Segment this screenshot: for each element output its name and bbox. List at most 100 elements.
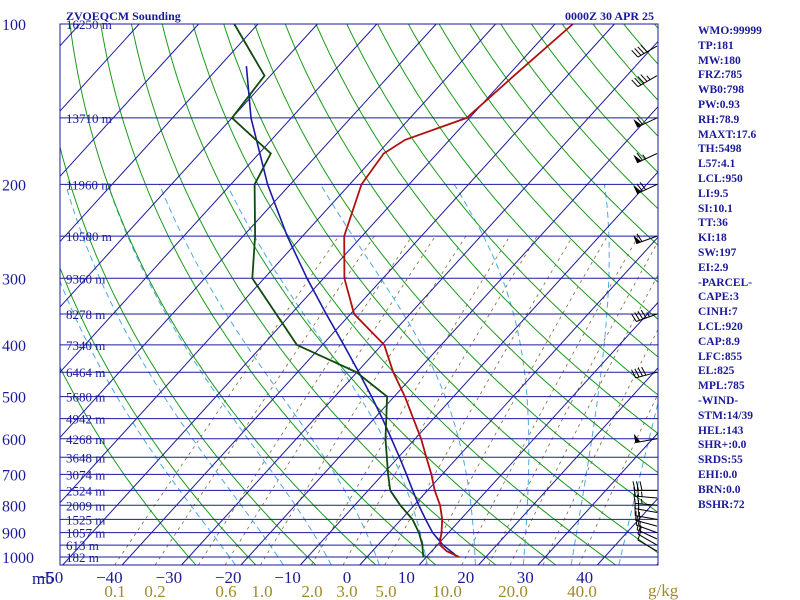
wind-barb-staff — [636, 529, 658, 540]
wind-barb-staff — [636, 117, 658, 128]
moist-adiabat-line — [59, 281, 236, 566]
wind-barb — [633, 152, 658, 164]
wind-barb-flag — [640, 44, 648, 53]
temperature-tick-label: 30 — [517, 568, 534, 587]
pressure-unit-label: mb — [32, 569, 54, 588]
height-label: 10580 m — [66, 229, 112, 244]
dry-adiabat-line — [654, 23, 659, 29]
wind-barb-flag — [637, 367, 643, 377]
height-label: 3648 m — [66, 450, 105, 465]
wind-barb-half-flag — [646, 312, 650, 317]
index-item: L57:4.1 — [698, 158, 736, 171]
temperature-tick-label: 10 — [398, 568, 415, 587]
index-item: EL:825 — [698, 365, 735, 378]
wind-barb-half-flag — [641, 498, 643, 505]
height-label: 6464 m — [66, 365, 105, 380]
index-item: EI:2.9 — [698, 261, 729, 274]
index-item: TH:5498 — [698, 143, 742, 156]
height-label: 1057 m — [66, 526, 105, 541]
isotherm-line — [59, 23, 199, 177]
moist-adiabat-line — [570, 184, 610, 566]
wind-barb-flag — [640, 74, 648, 82]
index-item: STM:14/39 — [698, 409, 753, 422]
wind-barb — [633, 233, 658, 245]
mixing-ratio-line — [384, 235, 574, 566]
wind-barb-flag — [636, 481, 639, 491]
pressure-tick-label: 900 — [2, 526, 26, 543]
index-item: LCL:950 — [698, 172, 743, 185]
mixing-ratio-label: 10.0 — [432, 582, 462, 600]
temperature-tick-label: −30 — [156, 568, 183, 587]
dry-adiabat-line — [69, 23, 377, 566]
isotherm-line — [359, 236, 659, 566]
temperature-tick-label: −40 — [96, 568, 123, 587]
index-item: EHI:0.0 — [698, 468, 738, 481]
wind-barb-staff — [637, 75, 658, 88]
index-item: SW:197 — [698, 246, 737, 259]
dewpoint-trace — [230, 23, 425, 558]
mixing-ratio-label: 2.0 — [301, 582, 322, 600]
wind-barb — [633, 433, 658, 444]
mixing-ratio-line — [424, 235, 608, 566]
mixing-ratio-line — [578, 393, 659, 566]
wind-barb-flag — [630, 313, 637, 322]
index-item: KI:18 — [698, 232, 727, 245]
height-label: 613 m — [66, 538, 99, 553]
wind-barb-flag — [637, 46, 645, 54]
wind-barb-staff — [637, 45, 658, 58]
moist-adiabats — [59, 184, 659, 566]
mixing-ratio-label: 3.0 — [336, 582, 357, 600]
dry-adiabat-line — [284, 23, 659, 474]
isotherm-line — [59, 23, 81, 47]
wind-barb-pennant — [633, 433, 641, 443]
isotherm-line — [59, 23, 437, 438]
isotherm-line — [59, 23, 140, 112]
dry-adiabat-line — [59, 267, 257, 566]
isotherm-line — [59, 23, 496, 504]
pressure-tick-label: 500 — [2, 390, 26, 407]
wind-barb-half-flag — [641, 491, 643, 497]
dry-adiabat-line — [161, 23, 557, 566]
isobars — [60, 23, 658, 558]
mixing-ratio-line — [154, 235, 375, 566]
wind-barb — [633, 486, 658, 499]
index-item: MAXT:17.6 — [698, 128, 757, 141]
dry-adiabat-line — [438, 23, 659, 283]
wind-barb — [630, 309, 658, 322]
index-item: BSHR:72 — [698, 498, 745, 511]
index-item: FRZ:785 — [698, 69, 743, 82]
dry-adiabat-line — [59, 146, 317, 566]
wind-barb-staff — [637, 539, 658, 552]
wind-barb-pennant — [633, 154, 642, 163]
wind-barb — [631, 74, 658, 88]
wind-barb-flag — [639, 481, 643, 491]
dry-adiabat-line — [131, 23, 497, 566]
dry-adiabats — [59, 23, 659, 566]
wind-barb — [632, 481, 657, 491]
index-item: TP:181 — [698, 39, 734, 52]
sounding-profiles — [230, 23, 574, 558]
mixing-ratio-label: 0.2 — [144, 582, 165, 600]
mixing-ratio-line — [488, 241, 659, 566]
wind-barb-staff — [635, 438, 658, 444]
height-label: 9360 m — [66, 271, 105, 286]
height-label: 2524 m — [66, 483, 105, 498]
isotherm-line — [537, 432, 659, 566]
height-label: 182 m — [66, 550, 99, 565]
wind-barb-pennant — [633, 185, 642, 194]
wind-barb-flag — [636, 487, 640, 497]
dry-adiabat-line — [561, 23, 659, 137]
wind-barb — [633, 494, 658, 506]
index-item: MW:180 — [698, 54, 741, 67]
moist-adiabat-line — [65, 184, 284, 566]
wind-barb-pennant — [633, 119, 642, 128]
wind-barb-flag — [631, 369, 637, 379]
isotherm-line — [121, 23, 615, 566]
dry-adiabat-line — [346, 23, 659, 396]
dry-adiabat-line — [59, 367, 197, 566]
temperature-tick-label: −10 — [274, 568, 301, 587]
mixing-ratio-line — [509, 274, 659, 566]
index-item: MPL:785 — [698, 380, 745, 393]
